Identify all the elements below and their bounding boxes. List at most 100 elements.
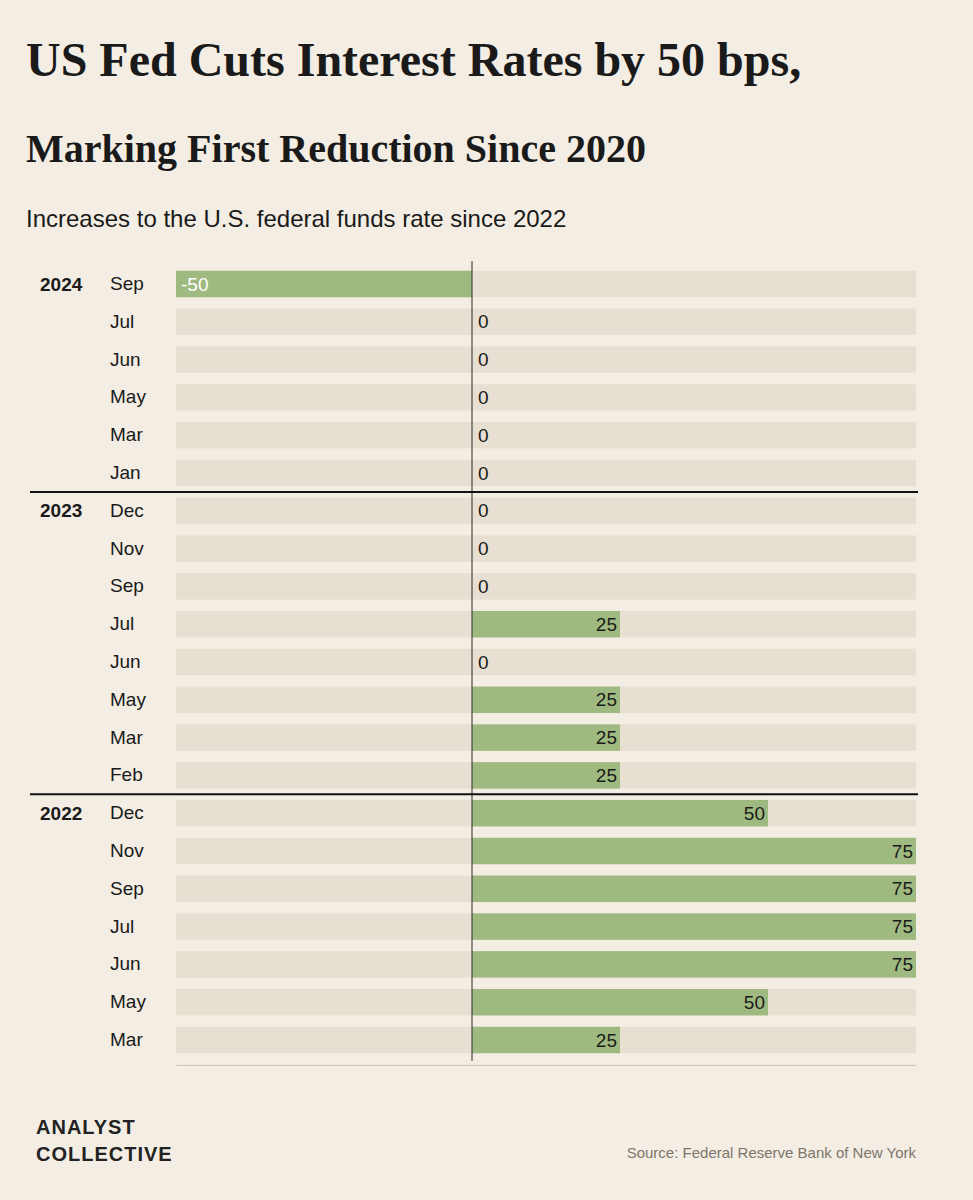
data-label: 25: [596, 727, 617, 748]
data-label: 0: [478, 311, 489, 332]
data-label: 25: [596, 689, 617, 710]
data-label: 0: [478, 463, 489, 484]
track: [176, 724, 916, 750]
y-tick: May: [110, 689, 146, 710]
bar: [472, 1027, 620, 1053]
y-tick: Mar: [110, 424, 143, 445]
y-tick: Nov: [110, 840, 144, 861]
bar: [472, 951, 916, 977]
chart: US Fed Cuts Interest Rates by 50 bps, Mar…: [0, 0, 973, 1200]
track: [176, 460, 916, 486]
year-label: 2023: [40, 500, 82, 521]
track: [176, 951, 916, 977]
data-label: 75: [892, 954, 913, 975]
month-label: Feb: [110, 764, 143, 785]
month-label: Nov: [110, 840, 144, 861]
title: US Fed Cuts Interest Rates by 50 bps,: [26, 33, 801, 86]
y-tick: Dec: [110, 802, 144, 823]
y-tick: Mar: [110, 727, 143, 748]
bar: [176, 271, 472, 297]
month-label: Mar: [110, 424, 143, 445]
year-label: 2022: [40, 803, 82, 824]
data-label: 25: [596, 614, 617, 635]
y-tick: Jul: [110, 916, 134, 937]
track: [176, 271, 916, 297]
month-label: Mar: [110, 1029, 143, 1050]
month-label: Dec: [110, 802, 144, 823]
month-label: Jun: [110, 349, 141, 370]
y-tick: Jun: [110, 349, 141, 370]
data-label: 0: [478, 387, 489, 408]
bar: [472, 611, 620, 637]
y-tick: Dec: [110, 500, 144, 521]
track: [176, 913, 916, 939]
data-label: 0: [478, 652, 489, 673]
y-tick: Jul: [110, 613, 134, 634]
y-tick: Mar: [110, 1029, 143, 1050]
y-tick: Jul: [110, 311, 134, 332]
bar: [472, 800, 768, 826]
x-axis: [177, 1065, 917, 1066]
bar: [472, 724, 620, 750]
tracks: [176, 271, 916, 1053]
description: Increases to the U.S. federal funds rate…: [26, 205, 566, 232]
track: [176, 309, 916, 335]
x-axis-line: [177, 1065, 917, 1066]
month-label: Jun: [110, 953, 141, 974]
track: [176, 535, 916, 561]
data-label: 0: [478, 349, 489, 370]
bar: [472, 989, 768, 1015]
y-tick: Jan: [110, 462, 141, 483]
data-label: 75: [892, 841, 913, 862]
data-label: 75: [892, 916, 913, 937]
logo-text: ANALYST: [36, 1116, 136, 1138]
y-tick: Jun: [110, 953, 141, 974]
track: [176, 800, 916, 826]
month-label: Sep: [110, 273, 144, 294]
data-label: 25: [596, 765, 617, 786]
month-label: May: [110, 386, 146, 407]
year-labels: 2024 2023 2022: [30, 274, 918, 824]
data-label: 0: [478, 500, 489, 521]
data-labels: -500000000025025252550757575755025: [181, 274, 913, 1051]
y-tick: May: [110, 386, 146, 407]
track: [176, 422, 916, 448]
track: [176, 687, 916, 713]
data-label: 25: [596, 1030, 617, 1051]
month-label: Jul: [110, 311, 134, 332]
month-label: Dec: [110, 500, 144, 521]
track: [176, 573, 916, 599]
month-label: May: [110, 991, 146, 1012]
bar: [472, 762, 620, 788]
month-label: Jul: [110, 613, 134, 634]
month-label: Mar: [110, 727, 143, 748]
logo-text: COLLECTIVE: [36, 1143, 173, 1165]
zero-line: [472, 261, 473, 1061]
data-label: 0: [478, 576, 489, 597]
track: [176, 876, 916, 902]
month-label: May: [110, 689, 146, 710]
track: [176, 384, 916, 410]
y-tick: Nov: [110, 538, 144, 559]
data-label: 50: [744, 803, 765, 824]
subtitle: Marking First Reduction Since 2020: [26, 126, 646, 171]
year-label: 2024: [40, 274, 83, 295]
data-label: 0: [478, 425, 489, 446]
bar: [472, 913, 916, 939]
month-label: Sep: [110, 878, 144, 899]
y-tick: Sep: [110, 878, 144, 899]
month-label: Sep: [110, 575, 144, 596]
group-divider: [30, 793, 918, 795]
track: [176, 498, 916, 524]
track: [176, 1027, 916, 1053]
data-label: 0: [478, 538, 489, 559]
data-label: 75: [892, 878, 913, 899]
data-label: -50: [181, 274, 208, 295]
month-label: Jul: [110, 916, 134, 937]
track: [176, 762, 916, 788]
group-divider: [30, 491, 918, 493]
month-label: Jun: [110, 651, 141, 672]
month-label: Nov: [110, 538, 144, 559]
y-tick: Sep: [110, 273, 144, 294]
track: [176, 346, 916, 372]
